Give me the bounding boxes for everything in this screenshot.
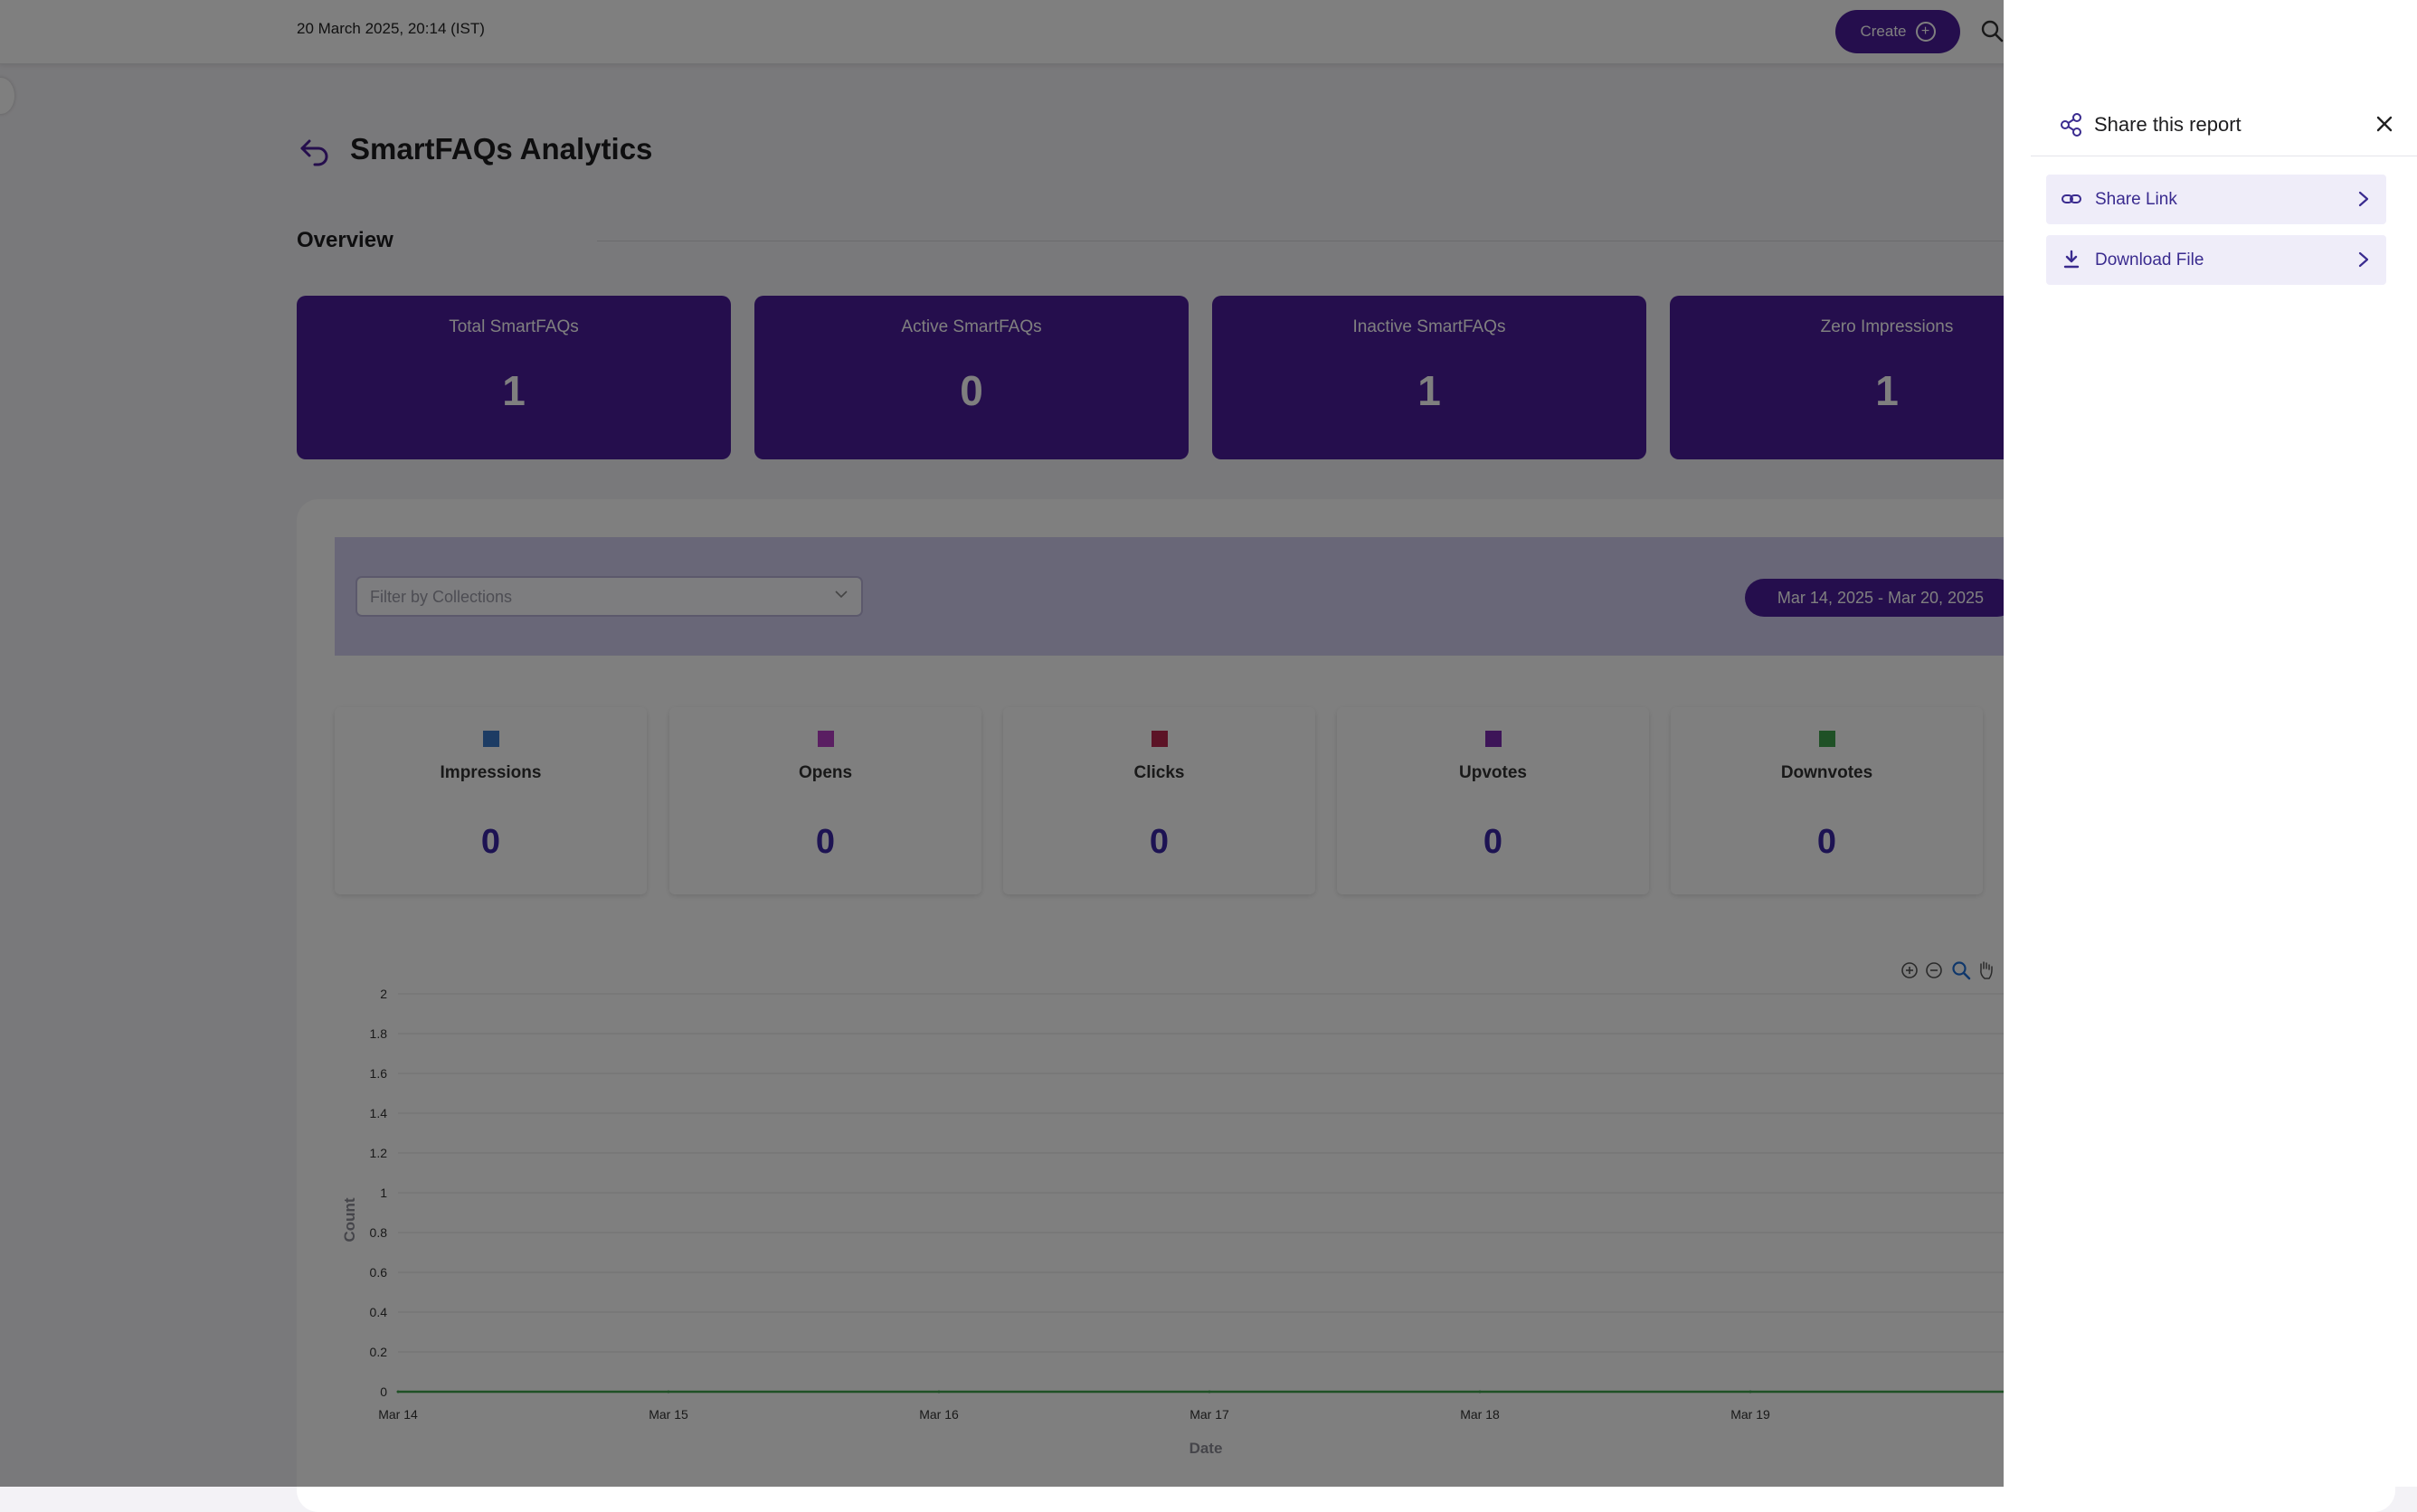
chevron-right-icon — [2358, 191, 2369, 207]
share-link-label: Share Link — [2095, 190, 2177, 209]
download-file-option[interactable]: Download File — [2046, 235, 2386, 285]
close-icon[interactable] — [2374, 114, 2394, 134]
modal-backdrop[interactable] — [0, 0, 2004, 1487]
share-drawer-title: Share this report — [2094, 113, 2242, 136]
link-icon — [2062, 194, 2081, 203]
download-file-label: Download File — [2095, 250, 2204, 269]
chevron-right-icon — [2358, 251, 2369, 268]
share-link-option[interactable]: Share Link — [2046, 175, 2386, 224]
download-icon — [2063, 250, 2080, 269]
share-icon — [2061, 113, 2081, 137]
share-drawer-header: Share this report — [2031, 101, 2417, 156]
